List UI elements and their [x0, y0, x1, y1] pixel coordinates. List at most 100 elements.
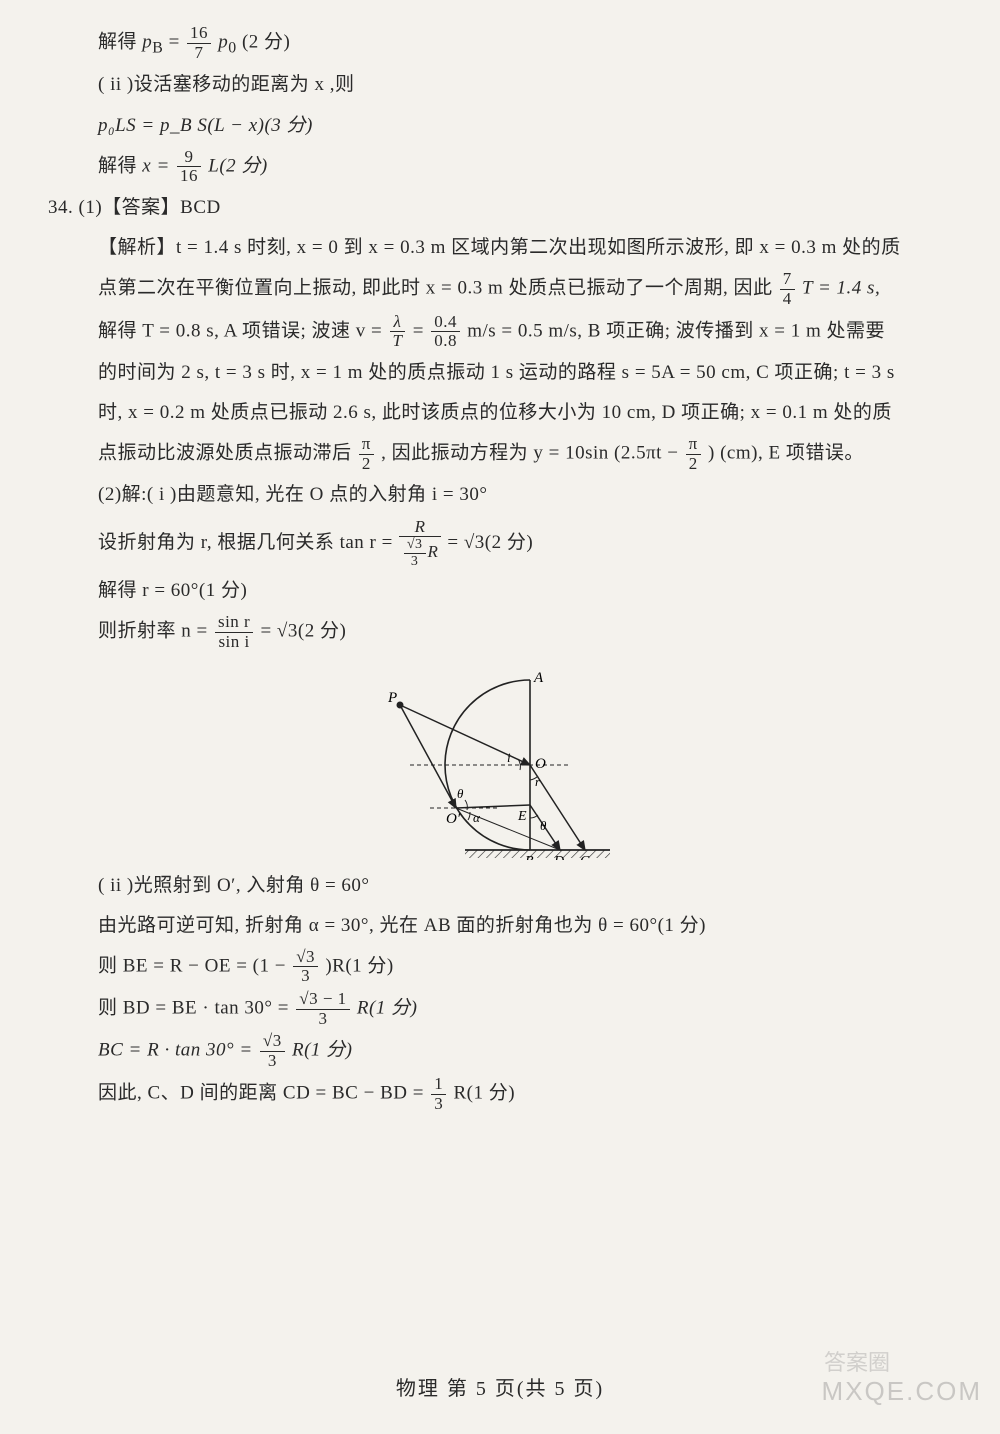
- solution-line: 解得 pB = 16 7 p0 (2 分): [98, 24, 960, 63]
- text: m/s = 0.5 m/s, B 项正确; 波传播到 x = 1 m 处需要: [467, 320, 885, 341]
- text: 解得 T = 0.8 s, A 项错误; 波速 v =: [98, 320, 388, 341]
- denominator: T: [390, 332, 406, 351]
- svg-text:D: D: [553, 854, 564, 860]
- denominator: 3: [404, 554, 426, 569]
- analysis-line: 点第二次在平衡位置向上振动, 即此时 x = 0.3 m 处质点已振动了一个周期…: [98, 270, 960, 308]
- text: 点振动比波源处质点振动滞后: [98, 443, 352, 464]
- var: p: [142, 32, 152, 53]
- numerator: √3 − 1: [296, 990, 349, 1010]
- text: = √3(2 分): [447, 525, 533, 561]
- text: = √3(2 分): [260, 621, 346, 642]
- denominator: 4: [780, 290, 795, 309]
- denominator: √3 3 R: [399, 537, 442, 569]
- svg-text:θ: θ: [540, 818, 547, 833]
- svg-text:E: E: [517, 809, 527, 824]
- fraction: 9 16: [177, 148, 201, 186]
- text: , 因此振动方程为 y = 10sin (2.5πt −: [381, 443, 684, 464]
- analysis-line: 解得 T = 0.8 s, A 项错误; 波速 v = λ T = 0.4 0.…: [98, 313, 960, 351]
- solution-line: 则折射率 n = sin r sin i = √3(2 分): [98, 613, 960, 651]
- text: 则折射率 n =: [98, 621, 213, 642]
- svg-text:C: C: [580, 854, 590, 860]
- denominator: 0.8: [431, 332, 460, 351]
- sub: 0: [228, 39, 236, 56]
- solution-line: BC = R · tan 30° = √3 3 R(1 分): [98, 1032, 960, 1070]
- svg-text:P: P: [387, 690, 397, 706]
- text: 设折射角为 r, 根据几何关系 tan r =: [98, 525, 393, 561]
- var: R: [428, 542, 439, 561]
- denominator: 16: [177, 167, 201, 186]
- optics-diagram: P A O O′ B D C E i r θ α θ: [370, 660, 630, 860]
- fraction: π 2: [359, 435, 374, 473]
- solution-line: (2)解:( i )由题意知, 光在 O 点的入射角 i = 30°: [98, 477, 960, 513]
- text: T = 1.4 s,: [802, 278, 880, 299]
- fraction: 16 7: [187, 24, 211, 62]
- solution-line: 因此, C、D 间的距离 CD = BC − BD = 1 3 R(1 分): [98, 1075, 960, 1113]
- text: 解得: [98, 155, 142, 176]
- denominator: 3: [293, 967, 318, 986]
- numerator: √3: [293, 948, 318, 968]
- text: 则 BD = BE · tan 30° =: [98, 998, 294, 1019]
- solution-line: 则 BE = R − OE = (1 − √3 3 )R(1 分): [98, 948, 960, 986]
- denominator: sin i: [215, 633, 253, 652]
- text: =: [413, 320, 429, 341]
- svg-text:O: O: [535, 756, 546, 772]
- solution-line: 解得 x = 9 16 L(2 分): [98, 148, 960, 186]
- fraction: π 2: [686, 435, 701, 473]
- denominator: 7: [187, 44, 211, 63]
- svg-text:α: α: [473, 810, 481, 825]
- denominator: 2: [359, 455, 374, 474]
- watermark-url: MXQE.COM: [822, 1367, 982, 1416]
- var: x =: [142, 155, 175, 176]
- svg-text:B: B: [525, 854, 534, 860]
- numerator: π: [359, 435, 374, 455]
- fraction: R √3 3 R: [399, 518, 442, 569]
- fraction: 0.4 0.8: [431, 313, 460, 351]
- numerator: 7: [780, 270, 795, 290]
- numerator: 16: [187, 24, 211, 44]
- svg-text:A: A: [533, 670, 544, 686]
- fraction: 1 3: [431, 1075, 446, 1113]
- text: )R(1 分): [325, 955, 393, 976]
- solution-line: 设折射角为 r, 根据几何关系 tan r = R √3 3 R = √3(2 …: [98, 518, 960, 569]
- numerator: 1: [431, 1075, 446, 1095]
- var: p: [218, 32, 228, 53]
- solution-line: ( ii )光照射到 O′, 入射角 θ = 60°: [98, 868, 960, 904]
- solution-line: ( ii )设活塞移动的距离为 x ,则: [98, 67, 960, 103]
- denominator: 2: [686, 455, 701, 474]
- fraction: λ T: [390, 313, 406, 351]
- numerator: R: [399, 518, 442, 538]
- svg-text:O′: O′: [446, 811, 461, 827]
- numerator: 0.4: [431, 313, 460, 333]
- numerator: 9: [177, 148, 201, 168]
- solution-line: 由光路可逆可知, 折射角 α = 30°, 光在 AB 面的折射角也为 θ = …: [98, 908, 960, 944]
- fraction: √3 − 1 3: [296, 990, 349, 1028]
- text: 点第二次在平衡位置向上振动, 即此时 x = 0.3 m 处质点已振动了一个周期…: [98, 278, 773, 299]
- denominator: 3: [260, 1052, 285, 1071]
- solution-line: 则 BD = BE · tan 30° = √3 − 1 3 R(1 分): [98, 990, 960, 1028]
- text: (2 分): [242, 32, 290, 53]
- fraction: sin r sin i: [215, 613, 253, 651]
- analysis-line: 【解析】t = 1.4 s 时刻, x = 0 到 x = 0.3 m 区域内第…: [98, 230, 960, 266]
- text: ) (cm), E 项错误。: [708, 443, 864, 464]
- analysis-line: 的时间为 2 s, t = 3 s 时, x = 1 m 处的质点振动 1 s …: [98, 355, 960, 391]
- text: L(2 分): [208, 155, 267, 176]
- numerator: sin r: [215, 613, 253, 633]
- text: R(1 分): [357, 998, 418, 1019]
- text: BC = R · tan 30° =: [98, 1040, 258, 1061]
- equation-line: p₀LS = p_B S(L − x)(3 分): [98, 108, 960, 144]
- page-content: 解得 pB = 16 7 p0 (2 分) ( ii )设活塞移动的距离为 x …: [0, 0, 1000, 1137]
- q34-answer-line: 34. (1)【答案】BCD: [48, 190, 960, 226]
- text: =: [169, 32, 185, 53]
- fraction: √3 3: [260, 1032, 285, 1070]
- numerator: λ: [390, 313, 406, 333]
- numerator: π: [686, 435, 701, 455]
- text: R(1 分): [292, 1040, 353, 1061]
- fraction: √3 3: [293, 948, 318, 986]
- text: 因此, C、D 间的距离 CD = BC − BD =: [98, 1082, 429, 1103]
- q34-answer: (1)【答案】BCD: [79, 197, 221, 218]
- numerator: √3: [260, 1032, 285, 1052]
- text: 则 BE = R − OE = (1 −: [98, 955, 291, 976]
- analysis-line: 时, x = 0.2 m 处质点已振动 2.6 s, 此时该质点的位移大小为 1…: [98, 395, 960, 431]
- fraction: 7 4: [780, 270, 795, 308]
- text: 解得: [98, 32, 142, 53]
